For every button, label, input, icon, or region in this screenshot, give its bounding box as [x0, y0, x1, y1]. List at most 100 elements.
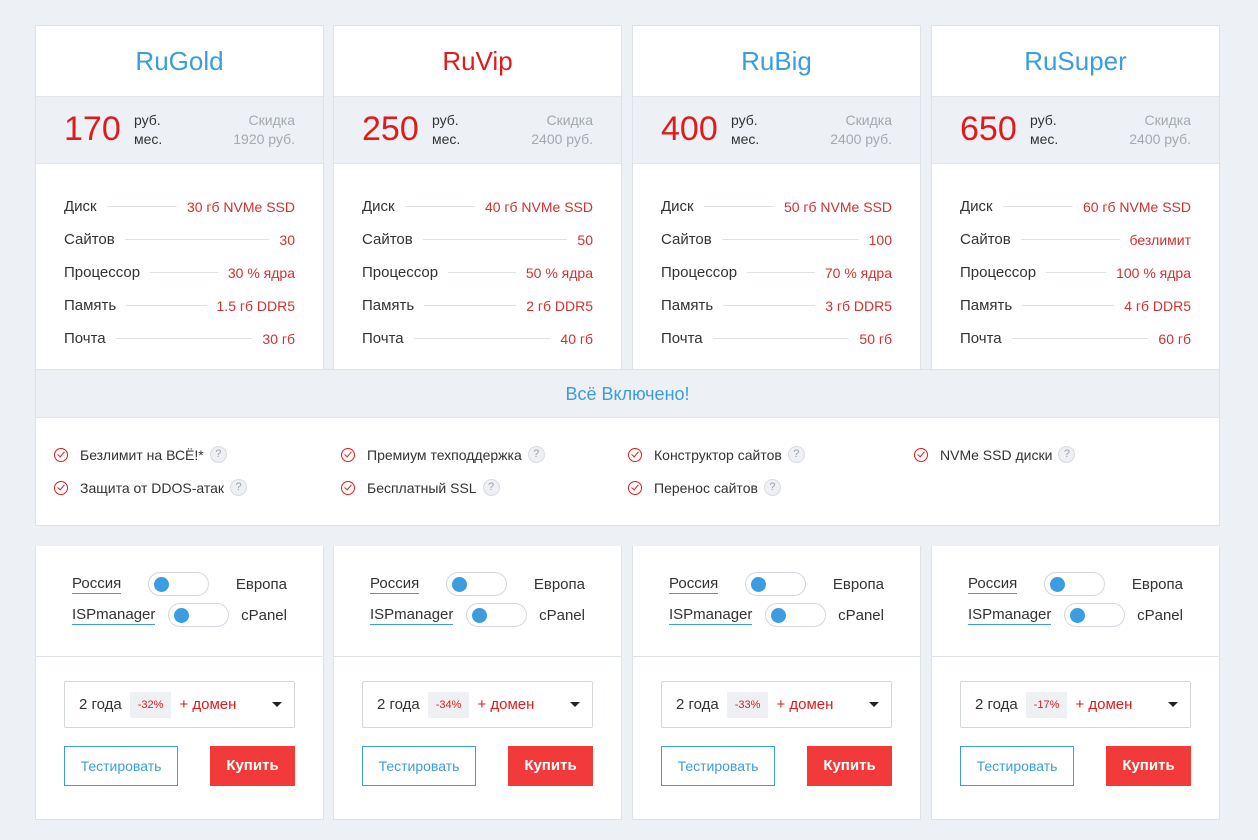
- buy-button[interactable]: Купить: [807, 746, 892, 786]
- location-switch[interactable]: [745, 572, 807, 596]
- check-circle-icon: [628, 447, 642, 462]
- location-switch[interactable]: [148, 572, 210, 596]
- order-card-ruvip: Россия Европа ISPmanager cPanel 2 года -…: [333, 546, 622, 820]
- test-button[interactable]: Тестировать: [661, 746, 775, 786]
- spec-label: Сайтов: [362, 231, 413, 248]
- switch-knob: [471, 608, 487, 623]
- spec-list: Диск 40 гб NVMe SSD Сайтов 50 Процессор 50 …: [334, 164, 621, 355]
- location-toggle-row: Россия Европа: [669, 572, 884, 596]
- switch-knob: [154, 577, 170, 592]
- feature-label: Конструктор сайтов: [654, 446, 782, 463]
- panel-cpanel-label[interactable]: cPanel: [838, 606, 884, 624]
- panel-toggle-row: ISPmanager cPanel: [968, 603, 1183, 627]
- term-select[interactable]: 2 года -17% + домен: [960, 681, 1191, 728]
- spec-value: 50 гб: [859, 330, 892, 347]
- help-icon[interactable]: ?: [209, 446, 227, 463]
- discount-badge: -33%: [726, 691, 769, 718]
- spec-row-mail: Почта 50 гб: [661, 322, 892, 355]
- price-band: 170 руб. мес. Скидка 1920 руб.: [36, 96, 323, 164]
- spec-value: 4 гб DDR5: [1124, 297, 1191, 314]
- chevron-down-icon: [1168, 702, 1178, 707]
- panel-cpanel-label[interactable]: cPanel: [539, 606, 585, 624]
- panel-ispmanager-label[interactable]: ISPmanager: [72, 605, 156, 625]
- help-icon[interactable]: ?: [763, 479, 781, 496]
- buy-button[interactable]: Купить: [210, 746, 295, 786]
- feature-migration: Перенос сайтов ?: [628, 479, 781, 496]
- term-label: 2 года: [377, 696, 420, 713]
- discount-label: Скидка 1920 руб.: [233, 112, 295, 147]
- spec-label: Память: [64, 297, 117, 314]
- panel-switch[interactable]: [465, 603, 527, 627]
- test-button[interactable]: Тестировать: [64, 746, 178, 786]
- location-switch[interactable]: [1044, 572, 1106, 596]
- plan-card-ruvip: RuVip 250 руб. мес. Скидка 2400 руб. Диск 4…: [333, 25, 622, 370]
- help-icon[interactable]: ?: [787, 446, 805, 463]
- panel-cpanel-label[interactable]: cPanel: [241, 606, 287, 624]
- panel-ispmanager-label[interactable]: ISPmanager: [370, 605, 454, 625]
- check-circle-icon: [54, 480, 68, 495]
- order-card-rubig: Россия Европа ISPmanager cPanel 2 года -…: [632, 546, 921, 820]
- check-circle-icon: [341, 480, 355, 495]
- order-card-rugold: Россия Европа ISPmanager cPanel 2 года -…: [35, 546, 324, 820]
- panel-cpanel-label[interactable]: cPanel: [1137, 606, 1183, 624]
- spec-value: 100: [868, 231, 892, 248]
- feature-label: Бесплатный SSL: [367, 479, 477, 496]
- panel-toggle-row: ISPmanager cPanel: [72, 603, 287, 627]
- spec-value: 50 % ядра: [525, 264, 593, 281]
- spec-row-mail: Почта 60 гб: [960, 322, 1191, 355]
- plan-title: RuVip: [442, 46, 513, 76]
- discount-badge: -32%: [129, 691, 172, 718]
- panel-switch[interactable]: [764, 603, 826, 627]
- spec-label: Диск: [64, 198, 97, 215]
- spec-label: Почта: [362, 330, 404, 347]
- plan-card-rubig: RuBig 400 руб. мес. Скидка 2400 руб. Диск 5…: [632, 25, 921, 370]
- spec-row-cpu: Процессор 30 % ядра: [64, 256, 295, 289]
- term-select[interactable]: 2 года -33% + домен: [661, 681, 892, 728]
- options-toggles: Россия Европа ISPmanager cPanel: [36, 546, 323, 657]
- term-select[interactable]: 2 года -34% + домен: [362, 681, 593, 728]
- panel-ispmanager-label[interactable]: ISPmanager: [968, 605, 1052, 625]
- buy-button[interactable]: Купить: [508, 746, 593, 786]
- spec-row-cpu: Процессор 50 % ядра: [362, 256, 593, 289]
- spec-row-memory: Память 3 гб DDR5: [661, 289, 892, 322]
- spec-value: 100 % ядра: [1116, 264, 1191, 281]
- spec-row-sites: Сайтов 30: [64, 223, 295, 256]
- help-icon[interactable]: ?: [1058, 446, 1076, 463]
- feature-label: Премиум техподдержка: [367, 446, 522, 463]
- spec-value: 2 гб DDR5: [526, 297, 593, 314]
- location-europe-label[interactable]: Европа: [533, 575, 585, 593]
- spec-label: Процессор: [362, 264, 439, 281]
- help-icon[interactable]: ?: [230, 479, 248, 496]
- check-circle-icon: [54, 447, 68, 462]
- spec-label: Почта: [64, 330, 106, 347]
- location-europe-label[interactable]: Европа: [235, 575, 287, 593]
- discount-badge: -17%: [1025, 691, 1068, 718]
- panel-switch[interactable]: [1063, 603, 1125, 627]
- buy-button[interactable]: Купить: [1106, 746, 1191, 786]
- spec-list: Диск 30 гб NVMe SSD Сайтов 30 Процессор 30 …: [36, 164, 323, 355]
- feature-label: Безлимит на ВСЁ!*: [80, 446, 204, 463]
- location-russia-label[interactable]: Россия: [370, 574, 420, 594]
- plan-title: RuGold: [135, 46, 224, 76]
- spec-value: 30 гб NVMe SSD: [186, 198, 295, 215]
- panel-ispmanager-label[interactable]: ISPmanager: [669, 605, 753, 625]
- help-icon[interactable]: ?: [482, 479, 500, 496]
- location-europe-label[interactable]: Европа: [1131, 575, 1183, 593]
- location-russia-label[interactable]: Россия: [669, 574, 719, 594]
- location-russia-label[interactable]: Россия: [72, 574, 122, 594]
- options-toggles: Россия Европа ISPmanager cPanel: [633, 546, 920, 657]
- term-select[interactable]: 2 года -32% + домен: [64, 681, 295, 728]
- help-icon[interactable]: ?: [527, 446, 545, 463]
- test-button[interactable]: Тестировать: [960, 746, 1074, 786]
- domain-label: + домен: [1075, 696, 1133, 713]
- spec-value: 1.5 гб DDR5: [216, 297, 295, 314]
- plan-title: RuBig: [741, 46, 812, 76]
- spec-label: Почта: [661, 330, 703, 347]
- location-switch[interactable]: [446, 572, 508, 596]
- spec-row-disk: Диск 40 гб NVMe SSD: [362, 190, 593, 223]
- location-russia-label[interactable]: Россия: [968, 574, 1018, 594]
- panel-switch[interactable]: [167, 603, 229, 627]
- location-europe-label[interactable]: Европа: [832, 575, 884, 593]
- test-button[interactable]: Тестировать: [362, 746, 476, 786]
- spec-value: 40 гб NVMe SSD: [484, 198, 593, 215]
